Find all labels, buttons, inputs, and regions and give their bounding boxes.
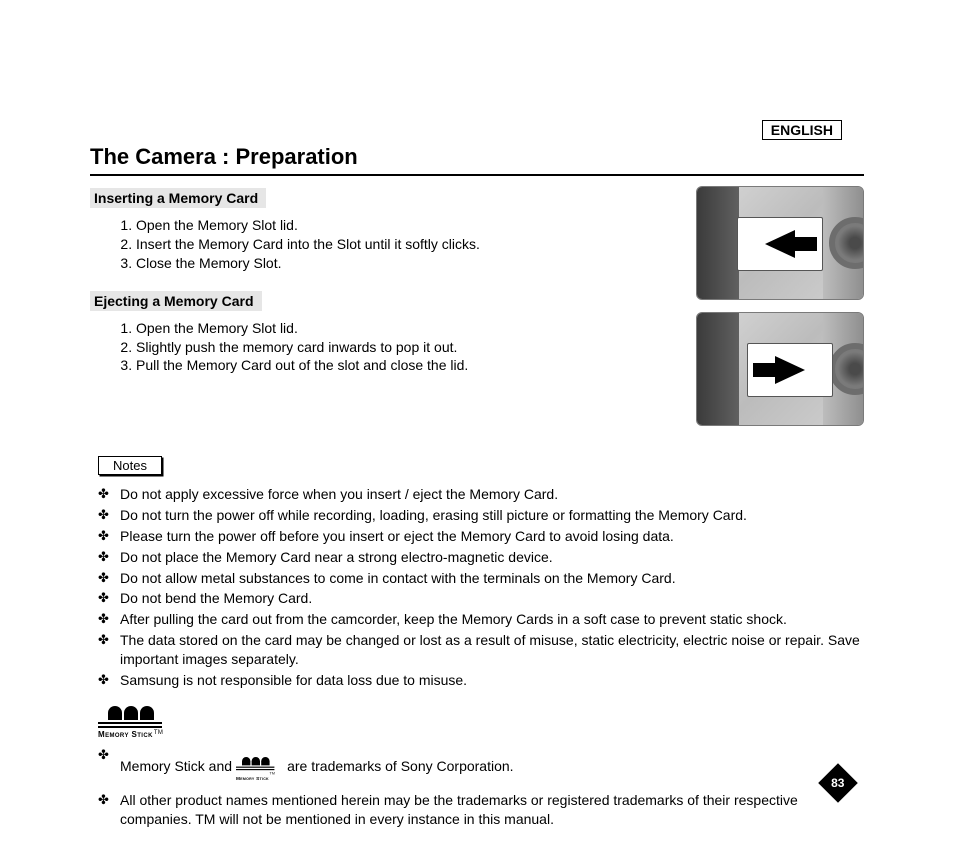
- insert-steps: Open the Memory Slot lid. Insert the Mem…: [136, 216, 676, 273]
- arrow-right-icon: [775, 356, 805, 384]
- memory-stick-logo-text: Memory Stick: [98, 730, 153, 739]
- note-item: Do not place the Memory Card near a stro…: [98, 548, 864, 567]
- insert-memory-card-illustration: [696, 186, 864, 300]
- note-item: After pulling the card out from the camc…: [98, 610, 864, 629]
- insert-step: Insert the Memory Card into the Slot unt…: [136, 235, 676, 254]
- manual-page: ENGLISH The Camera : Preparation Inserti…: [0, 0, 954, 859]
- note-item: Samsung is not responsible for data loss…: [98, 671, 864, 690]
- section-heading-eject: Ejecting a Memory Card: [90, 291, 262, 311]
- insert-step: Close the Memory Slot.: [136, 254, 676, 273]
- memory-stick-inline-icon: Memory StickTM: [236, 757, 275, 783]
- trademark-symbol: TM: [154, 730, 163, 736]
- section-heading-insert: Inserting a Memory Card: [90, 188, 266, 208]
- title-rule: [90, 174, 864, 176]
- trademark-text-suffix: are trademarks of Sony Corporation.: [287, 758, 513, 774]
- notes-heading-box: Notes: [98, 456, 162, 475]
- note-item: Do not allow metal substances to come in…: [98, 569, 864, 588]
- note-item: Please turn the power off before you ins…: [98, 527, 864, 546]
- trademark-note-item: Memory Stick and Memory StickTM are trad…: [98, 746, 864, 789]
- eject-memory-card-illustration: [696, 312, 864, 426]
- page-number: 83: [831, 776, 844, 790]
- text-column: Inserting a Memory Card Open the Memory …: [90, 186, 676, 393]
- eject-step: Pull the Memory Card out of the slot and…: [136, 356, 676, 375]
- eject-step: Open the Memory Slot lid.: [136, 319, 676, 338]
- note-item: Do not bend the Memory Card.: [98, 589, 864, 608]
- note-item: Do not apply excessive force when you in…: [98, 485, 864, 504]
- note-item: Do not turn the power off while recordin…: [98, 506, 864, 525]
- trademark-note-item: All other product names mentioned herein…: [98, 791, 864, 829]
- trademark-text-prefix: Memory Stick and: [120, 758, 236, 774]
- arrow-left-icon: [765, 230, 795, 258]
- trademark-notes-list: Memory Stick and Memory StickTM are trad…: [98, 746, 864, 829]
- page-number-badge: 83: [824, 769, 852, 797]
- language-indicator: ENGLISH: [762, 120, 842, 140]
- eject-steps: Open the Memory Slot lid. Slightly push …: [136, 319, 676, 376]
- note-item: The data stored on the card may be chang…: [98, 631, 864, 669]
- memory-stick-icon: [98, 706, 163, 720]
- eject-step: Slightly push the memory card inwards to…: [136, 338, 676, 357]
- page-title: The Camera : Preparation: [90, 144, 864, 170]
- illustration-column: [696, 186, 864, 438]
- content-columns: Inserting a Memory Card Open the Memory …: [90, 186, 864, 438]
- memory-stick-logo: Memory StickTM: [98, 706, 864, 742]
- insert-step: Open the Memory Slot lid.: [136, 216, 676, 235]
- notes-list: Do not apply excessive force when you in…: [98, 485, 864, 690]
